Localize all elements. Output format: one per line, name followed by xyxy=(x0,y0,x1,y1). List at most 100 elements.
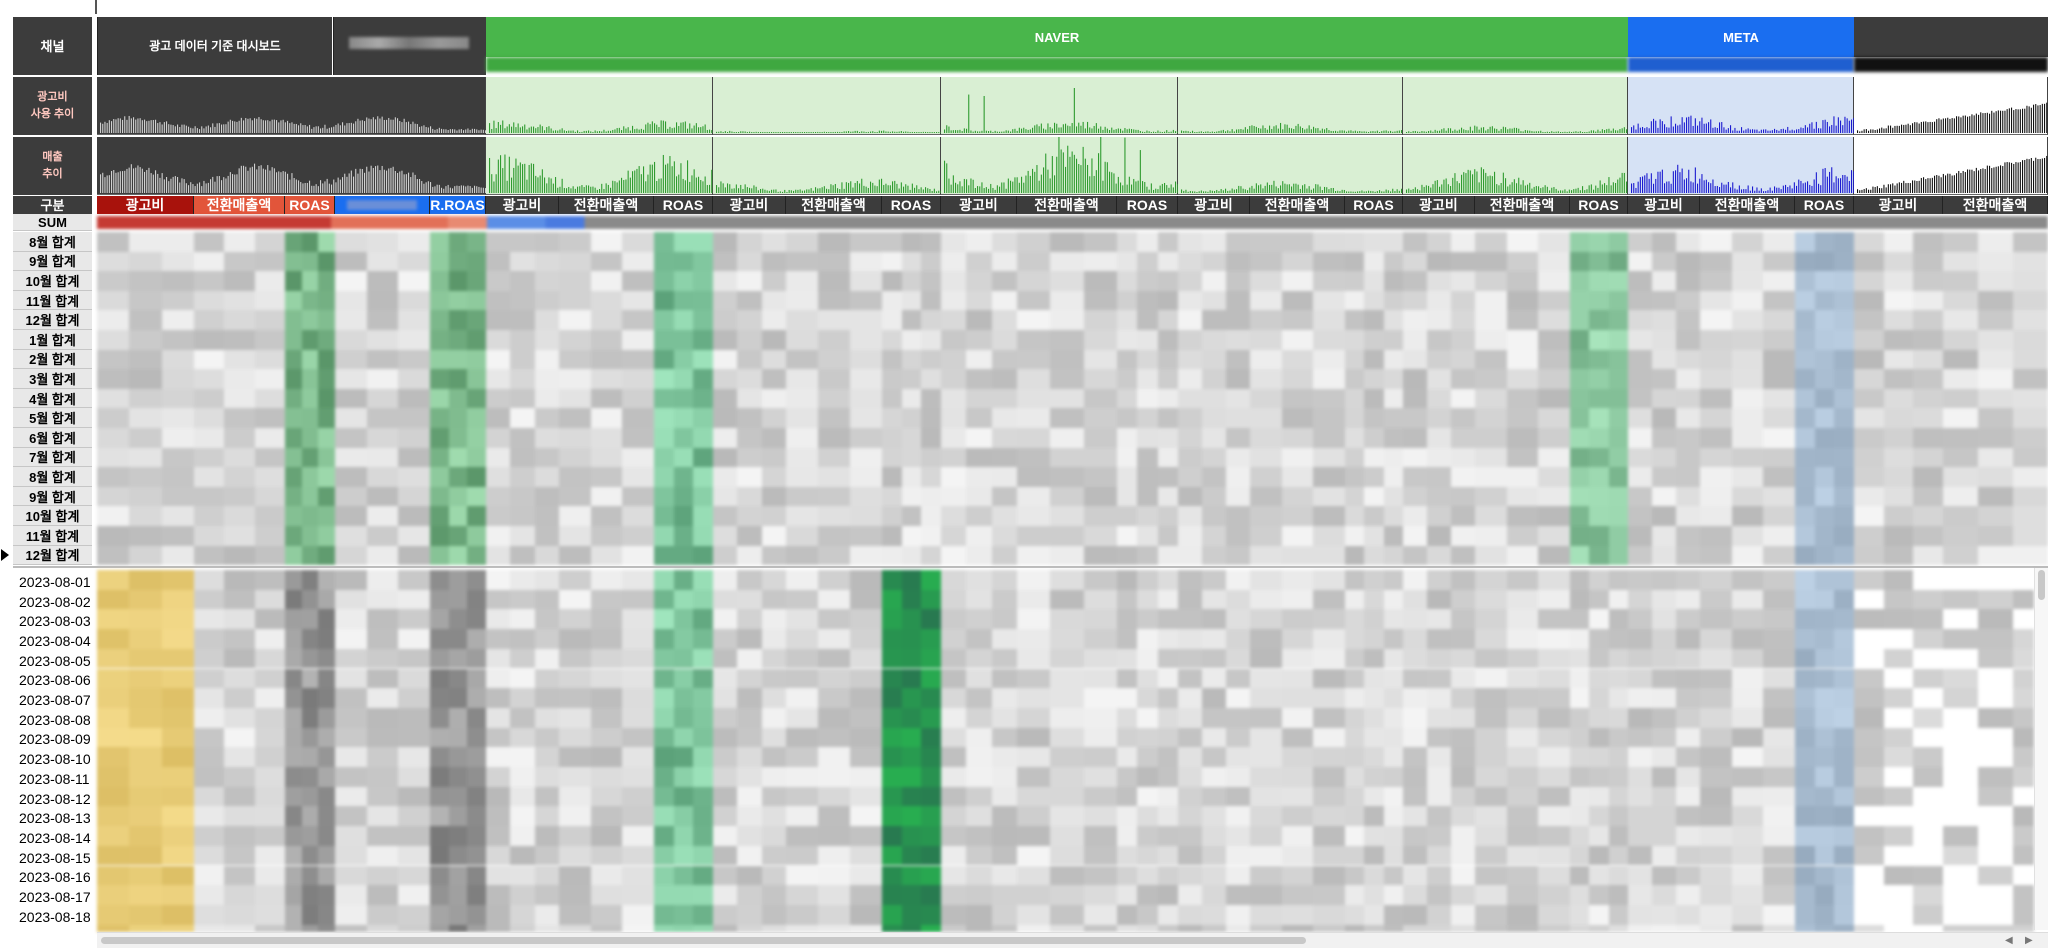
daily-cell xyxy=(1313,688,1346,708)
daily-cell xyxy=(161,845,195,866)
spark-bar xyxy=(493,120,495,133)
spark-bar xyxy=(1207,191,1209,193)
spark-bar xyxy=(918,189,920,193)
spark-bar xyxy=(716,185,718,193)
spark-bar xyxy=(210,179,212,193)
col-group6-spend[interactable]: 광고비 xyxy=(1854,196,1943,214)
horizontal-scrollbar[interactable]: ◀ ▶ xyxy=(97,932,2048,948)
daily-cell xyxy=(486,747,511,767)
spark-bar xyxy=(346,123,348,133)
spark-bar xyxy=(133,117,135,133)
vertical-scrollbar[interactable] xyxy=(2034,568,2048,930)
daily-cell xyxy=(1083,688,1118,708)
col-group2-spend[interactable]: 광고비 xyxy=(941,196,1017,214)
col-group1-roas[interactable]: ROAS xyxy=(882,196,941,214)
col-redacted[interactable] xyxy=(335,196,430,214)
daily-cell xyxy=(318,648,336,669)
col-group1-revenue[interactable]: 전환매출액 xyxy=(786,196,882,214)
col-group3-spend[interactable]: 광고비 xyxy=(1178,196,1250,214)
daily-cell xyxy=(366,826,399,846)
spark-bar xyxy=(394,170,396,193)
monthly-cell xyxy=(2013,486,2048,507)
arrow-right-icon[interactable]: ▶ xyxy=(2025,935,2033,946)
daily-cell xyxy=(430,668,450,689)
monthly-cell xyxy=(1978,232,2014,252)
spark-bar xyxy=(821,132,823,133)
col-group4-spend[interactable]: 광고비 xyxy=(1403,196,1475,214)
daily-cell xyxy=(129,727,163,748)
col-group3-roas[interactable]: ROAS xyxy=(1345,196,1403,214)
col-total-roas[interactable]: ROAS xyxy=(285,196,335,214)
col-group2-roas[interactable]: ROAS xyxy=(1117,196,1178,214)
spark-bar xyxy=(1763,129,1765,133)
spark-bar xyxy=(1774,128,1776,133)
monthly-cell xyxy=(1570,310,1590,330)
spark-bar xyxy=(834,183,836,193)
monthly-cell xyxy=(285,232,303,252)
col-group5-spend[interactable]: 광고비 xyxy=(1628,196,1700,214)
col-group2-revenue[interactable]: 전환매출액 xyxy=(1017,196,1117,214)
col-total-revenue[interactable]: 전환매출액 xyxy=(194,196,285,214)
spark-bar xyxy=(1203,132,1205,133)
spark-bar xyxy=(1115,129,1117,133)
col-total-spend[interactable]: 광고비 xyxy=(97,196,194,214)
daily-cell xyxy=(818,570,851,590)
spark-bar xyxy=(524,124,526,133)
daily-cell xyxy=(1157,589,1179,610)
spark-bar xyxy=(909,132,911,133)
spark-bar xyxy=(861,178,863,193)
monthly-cell xyxy=(1506,467,1539,487)
col-group5-roas[interactable]: ROAS xyxy=(1795,196,1854,214)
daily-cell xyxy=(1978,727,2014,748)
daily-cell xyxy=(1364,609,1385,630)
spark-bar xyxy=(1432,131,1434,133)
monthly-cell xyxy=(318,428,336,448)
daily-cell xyxy=(882,688,903,708)
col-group6-revenue[interactable]: 전환매출액 xyxy=(1943,196,2048,214)
spark-bar xyxy=(927,188,929,193)
monthly-cell xyxy=(1883,369,1914,389)
col-group5-revenue[interactable]: 전환매출액 xyxy=(1700,196,1795,214)
spark-bar xyxy=(1450,186,1452,193)
spark-bar xyxy=(1595,131,1597,133)
monthly-cell xyxy=(2013,310,2048,330)
daily-cell xyxy=(673,786,694,807)
spark-bar xyxy=(896,183,898,193)
daily-cell xyxy=(1403,688,1428,708)
spark-bar xyxy=(1071,151,1073,193)
daily-cell xyxy=(1570,904,1590,925)
spark-bar xyxy=(779,132,781,133)
spark-bar xyxy=(1251,125,1253,133)
spark-bar xyxy=(337,123,339,133)
monthly-cell xyxy=(510,408,536,428)
spark-bar xyxy=(1192,191,1194,193)
daily-cell xyxy=(448,786,468,807)
col-group0-spend[interactable]: 광고비 xyxy=(486,196,559,214)
horizontal-scroll-thumb[interactable] xyxy=(101,937,1306,944)
vertical-scroll-thumb[interactable] xyxy=(2038,570,2045,600)
monthly-cell xyxy=(1083,271,1118,291)
daily-cell xyxy=(1451,668,1476,689)
monthly-cell xyxy=(1814,330,1835,350)
col-group0-roas[interactable]: ROAS xyxy=(654,196,713,214)
daily-cell xyxy=(761,570,787,590)
spark-bar xyxy=(456,185,458,193)
monthly-cell xyxy=(966,526,993,546)
col-group1-spend[interactable]: 광고비 xyxy=(713,196,786,214)
col-group4-roas[interactable]: ROAS xyxy=(1570,196,1628,214)
monthly-cell xyxy=(335,526,368,546)
monthly-row-label: 2월 합계 xyxy=(13,349,92,370)
spark-bar xyxy=(157,173,159,193)
monthly-cell xyxy=(966,349,993,370)
arrow-left-icon[interactable]: ◀ xyxy=(2005,935,2013,946)
spark-bar xyxy=(1447,184,1449,193)
monthly-cell xyxy=(559,290,592,311)
col-group4-revenue[interactable]: 전환매출액 xyxy=(1475,196,1570,214)
col-rroas[interactable]: R.ROAS xyxy=(430,196,486,214)
col-group0-revenue[interactable]: 전환매출액 xyxy=(559,196,654,214)
spark-bar xyxy=(304,182,306,193)
col-group3-revenue[interactable]: 전환매출액 xyxy=(1250,196,1345,214)
spark-bar xyxy=(361,169,363,193)
monthly-cell xyxy=(1403,447,1428,468)
monthly-cell xyxy=(1117,290,1138,311)
